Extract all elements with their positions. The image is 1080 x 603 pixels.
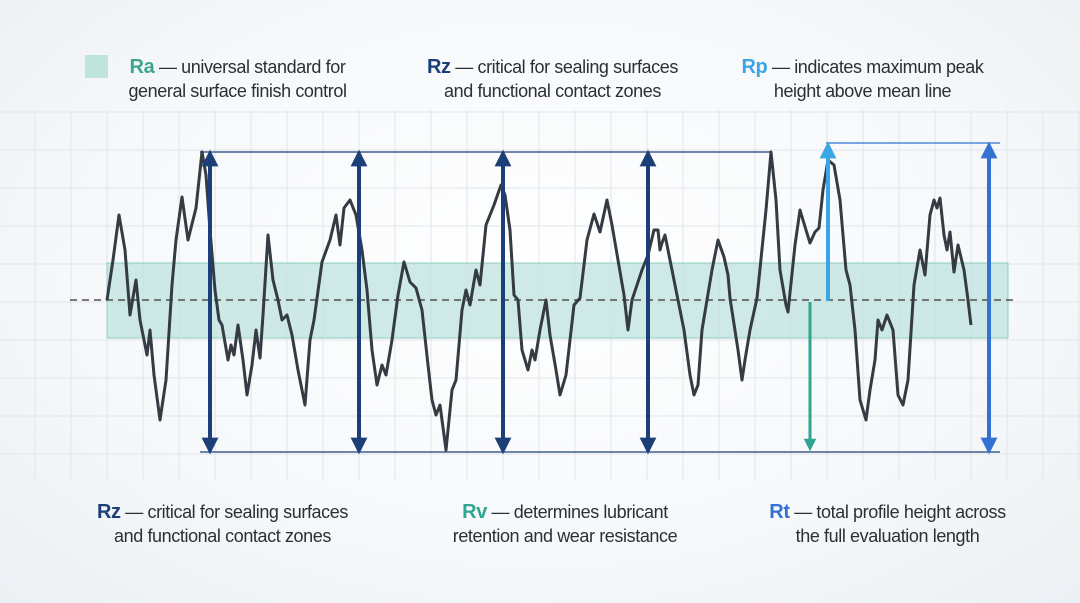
- rz-top-text: — critical for sealing surfaces: [455, 57, 678, 77]
- rz-bottom-label: Rz — critical for sealing surfaces and f…: [75, 500, 370, 548]
- rz-bottom-text-line2: and functional contact zones: [114, 526, 331, 546]
- rv-label: Rv — determines lubricant retention and …: [415, 500, 715, 548]
- ra-band: [106, 262, 1009, 339]
- rv-text-line2: retention and wear resistance: [452, 526, 678, 546]
- ra-key: Ra: [129, 56, 155, 78]
- ra-legend-swatch: [85, 55, 108, 78]
- rp-key: Rp: [741, 56, 768, 78]
- rz-bottom-text: — critical for sealing surfaces: [125, 502, 348, 522]
- rz-bottom-key: Rz: [97, 501, 121, 523]
- rt-label: Rt — total profile height across the ful…: [740, 500, 1035, 548]
- rt-text-line2: the full evaluation length: [795, 526, 980, 546]
- rv-key: Rv: [462, 501, 487, 523]
- rt-text: — total profile height across: [794, 502, 1006, 522]
- ra-text-line2: general surface finish control: [128, 81, 347, 101]
- rp-text: — indicates maximum peak: [772, 57, 984, 77]
- ra-text: — universal standard for: [158, 57, 346, 77]
- rt-key: Rt: [769, 501, 790, 523]
- rp-label: Rp — indicates maximum peak height above…: [715, 55, 1010, 103]
- rv-text: — determines lubricant: [491, 502, 669, 522]
- rz-top-text-line2: and functional contact zones: [444, 81, 661, 101]
- surface-profile-line: [105, 150, 973, 452]
- rz-top-label: Rz — critical for sealing surfaces and f…: [405, 55, 700, 103]
- rp-text-line2: height above mean line: [773, 81, 952, 101]
- rz-top-key: Rz: [427, 56, 451, 78]
- ra-label: Ra — universal standard for general surf…: [95, 55, 380, 103]
